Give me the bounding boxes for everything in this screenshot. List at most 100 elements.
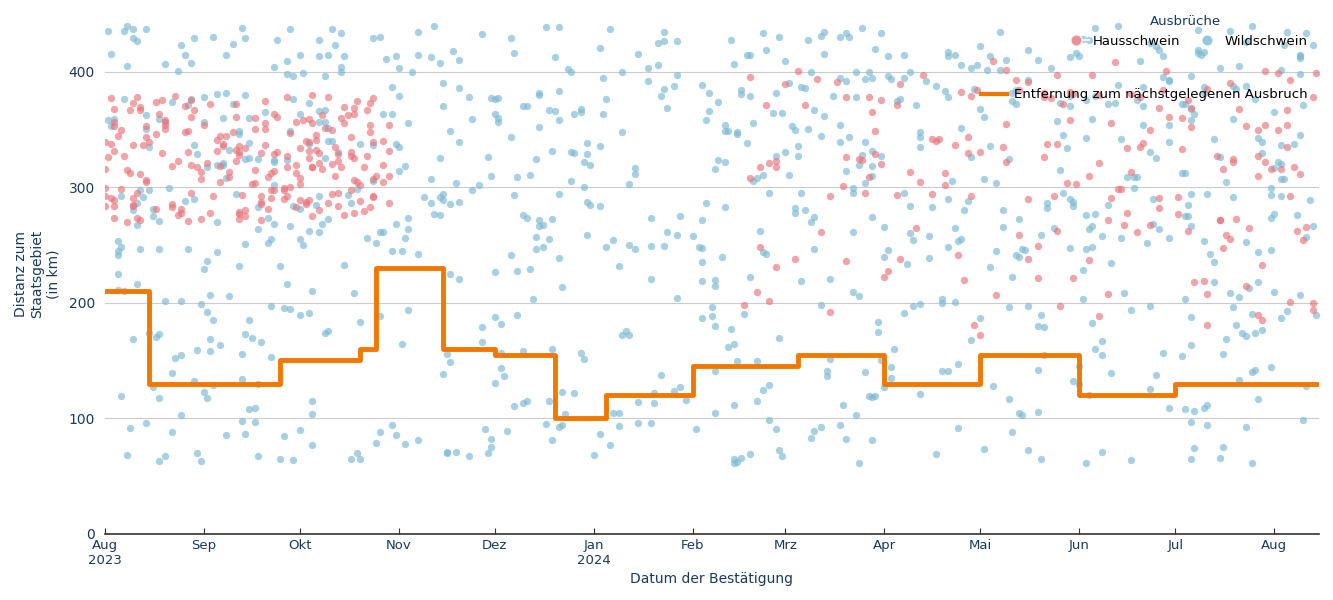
Point (107, 250, 128, 260)
Point (982, 56, 1004, 65)
Point (481, 172, 503, 181)
Point (966, 60, 988, 70)
Point (123, 140, 144, 149)
Point (209, 161, 231, 171)
Point (328, 201, 349, 211)
Point (251, 215, 272, 224)
Point (989, 28, 1010, 37)
Point (196, 256, 217, 266)
Point (730, 86, 752, 95)
Point (1282, 139, 1304, 148)
Point (244, 113, 265, 122)
Point (1056, 143, 1077, 153)
Point (593, 74, 615, 83)
Point (253, 96, 275, 106)
Point (184, 34, 205, 43)
Point (299, 137, 320, 147)
Point (784, 125, 805, 135)
Point (148, 216, 169, 226)
Point (136, 133, 157, 142)
Point (985, 178, 1006, 188)
Point (998, 302, 1020, 312)
Point (100, 50, 121, 59)
Point (573, 182, 595, 192)
Point (401, 67, 423, 77)
Point (944, 140, 965, 149)
Point (647, 60, 668, 70)
Point (148, 393, 169, 403)
Point (1108, 21, 1129, 31)
Point (244, 178, 265, 187)
Point (443, 46, 464, 56)
Point (241, 333, 263, 343)
Point (548, 422, 569, 432)
Point (1184, 406, 1205, 416)
Point (717, 343, 738, 352)
Point (155, 296, 176, 305)
Point (726, 356, 748, 365)
Point (1092, 232, 1113, 241)
Point (381, 82, 403, 92)
Point (449, 275, 471, 284)
Point (433, 190, 455, 199)
Point (1229, 104, 1250, 113)
Point (848, 154, 869, 164)
Point (937, 367, 958, 376)
Point (749, 226, 770, 235)
Point (832, 400, 853, 410)
Point (200, 335, 221, 344)
Point (1245, 95, 1266, 104)
Point (790, 188, 812, 198)
Point (541, 214, 563, 223)
Point (886, 100, 908, 109)
Point (1062, 273, 1084, 283)
Point (385, 220, 407, 229)
Point (477, 152, 499, 161)
Point (317, 326, 339, 336)
Point (1008, 85, 1029, 95)
Point (1170, 100, 1192, 109)
Point (1158, 76, 1180, 86)
Point (596, 94, 617, 103)
Point (285, 169, 307, 178)
Point (123, 193, 144, 202)
Point (436, 449, 457, 458)
Point (349, 139, 371, 149)
Point (116, 217, 137, 226)
Point (1028, 322, 1049, 331)
Point (726, 457, 748, 467)
Point (216, 131, 237, 140)
Point (1053, 130, 1074, 140)
Point (877, 51, 898, 61)
Point (321, 136, 343, 146)
Point (1293, 100, 1314, 110)
Point (216, 173, 237, 183)
Point (669, 211, 690, 221)
Point (820, 274, 841, 283)
Point (283, 94, 304, 103)
Point (966, 85, 988, 95)
Point (858, 67, 880, 76)
Point (1193, 88, 1214, 98)
Point (372, 227, 393, 236)
Point (1197, 400, 1218, 410)
Point (909, 128, 930, 137)
Point (720, 35, 741, 44)
Point (1261, 164, 1282, 173)
Point (957, 197, 978, 206)
Point (251, 199, 272, 208)
Point (529, 122, 551, 132)
Point (1181, 221, 1202, 231)
Point (742, 118, 764, 128)
Point (241, 179, 263, 189)
Point (893, 50, 914, 59)
Point (836, 76, 857, 85)
Point (507, 173, 528, 182)
Point (937, 194, 958, 204)
Point (561, 147, 583, 157)
Point (143, 211, 164, 220)
Point (641, 213, 663, 223)
Point (1213, 442, 1234, 452)
Point (950, 60, 972, 70)
Point (893, 73, 914, 83)
